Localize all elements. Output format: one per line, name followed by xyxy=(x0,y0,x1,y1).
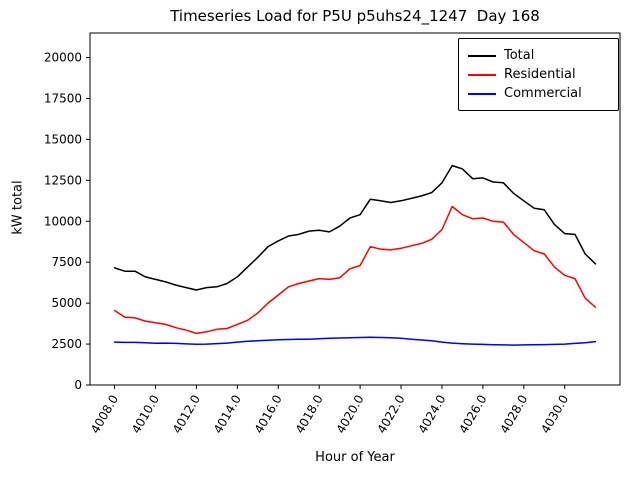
series-line-residential xyxy=(113,205,597,335)
y-tick-label: 17500 xyxy=(44,91,82,105)
chart-title: Timeseries Load for P5U p5uhs24_1247 Day… xyxy=(170,7,540,25)
series-line-commercial xyxy=(113,336,597,346)
x-tick-label: 4024.0 xyxy=(415,393,448,436)
x-tick-label: 4010.0 xyxy=(129,393,162,436)
legend: Total Residential Commercial xyxy=(458,38,619,111)
legend-label-residential: Residential xyxy=(504,67,576,82)
y-tick-label: 10000 xyxy=(44,214,82,228)
x-axis-label: Hour of Year xyxy=(315,450,395,465)
x-tick-label: 4026.0 xyxy=(456,393,489,436)
x-tick-label: 4018.0 xyxy=(293,393,326,436)
x-tick-label: 4020.0 xyxy=(334,393,367,436)
y-axis-label: kW total xyxy=(10,180,26,235)
legend-label-commercial: Commercial xyxy=(504,86,582,101)
y-tick-label: 20000 xyxy=(44,51,82,65)
y-tick-label: 7500 xyxy=(51,255,82,269)
y-tick-label: 5000 xyxy=(51,296,82,310)
y-tick-label: 12500 xyxy=(44,173,82,187)
x-tick-label: 4012.0 xyxy=(170,393,203,436)
x-tick-label: 4016.0 xyxy=(252,393,285,436)
y-tick-label: 15000 xyxy=(44,132,82,146)
x-tick-label: 4014.0 xyxy=(211,393,244,436)
legend-label-total: Total xyxy=(504,48,535,63)
legend-item-commercial: Commercial xyxy=(468,86,608,101)
x-tick-label: 4028.0 xyxy=(497,393,530,436)
x-tick-label: 4008.0 xyxy=(88,393,121,436)
legend-item-residential: Residential xyxy=(468,67,608,82)
legend-item-total: Total xyxy=(468,48,608,63)
legend-line-commercial xyxy=(468,92,496,95)
y-tick-label: 0 xyxy=(74,378,82,392)
x-tick-label: 4030.0 xyxy=(538,393,571,436)
x-tick-label: 4022.0 xyxy=(375,393,408,436)
legend-line-total xyxy=(468,54,496,57)
y-tick-label: 2500 xyxy=(51,337,82,351)
legend-line-residential xyxy=(468,73,496,76)
series-line-total xyxy=(113,164,597,291)
